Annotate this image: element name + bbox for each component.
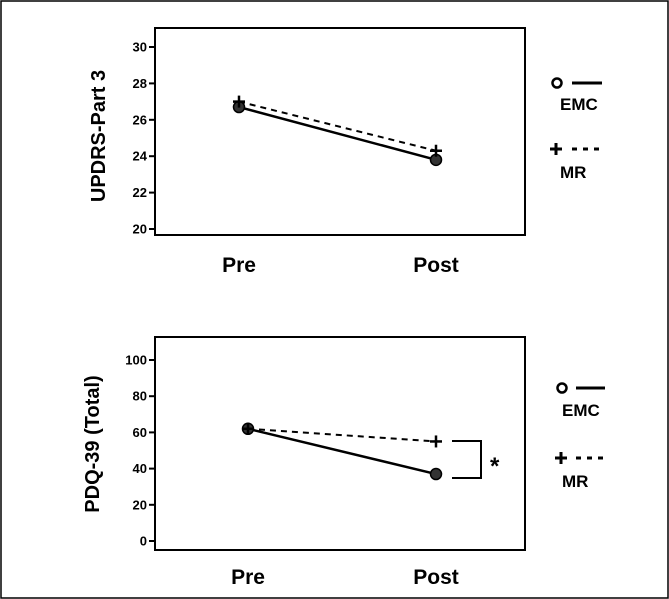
y-tick-label: 30 [133,40,147,55]
series-line-emc [238,105,437,162]
x-tick-label-post: Post [413,254,459,277]
plot-frame [154,336,526,551]
series-line-mr [238,100,437,152]
x-tick-label-post: Post [413,566,459,589]
series-line-emc [247,427,437,476]
point-mr [430,144,442,157]
y-tick-label: 24 [133,149,148,164]
y-tick-label: 40 [133,461,147,476]
y-axis-label: UPDRS-Part 3 [88,70,110,202]
y-tick-label: 20 [133,222,147,237]
legend-emc-label: EMC [560,95,598,114]
legend-mr-marker [550,143,562,155]
x-tick-label-pre: Pre [222,254,256,277]
legend-mr-label: MR [560,163,586,182]
series-line-mr [247,427,437,443]
y-tick-label: 0 [140,534,147,549]
legend-mr-label: MR [562,472,588,491]
x-tick-label-pre: Pre [231,566,265,589]
point-emc [429,467,443,481]
series-lines [238,100,437,162]
y-tick-label: 100 [125,353,147,368]
point-mr [242,422,254,435]
series-lines [247,427,437,476]
y-axis-ticks: 0 20 40 60 80 100 [125,353,155,549]
point-mr [430,435,442,448]
point-mr [233,95,245,108]
y-tick-label: 26 [133,112,147,127]
y-tick-label: 60 [133,425,147,440]
legend-mr-marker [555,452,567,464]
y-axis-ticks: 20 22 24 26 28 30 [133,40,155,237]
legend: EMC MR [550,77,602,182]
significance-star: * [490,453,500,480]
plot-frame [154,27,526,236]
significance-bracket [452,440,482,479]
y-tick-label: 22 [133,185,147,200]
y-tick-label: 28 [133,76,147,91]
panel-updrs: 20 22 24 26 28 30 Pre Post UPDRS-Part 3 EMC M… [88,27,602,277]
legend: EMC MR [555,382,605,491]
y-axis-label: PDQ-39 (Total) [82,375,104,512]
panel-pdq39: 0 20 40 60 80 100 Pre Post PDQ-39 (Total) * E… [82,336,605,589]
legend-emc-marker [556,382,568,394]
series-markers [232,95,443,167]
y-tick-label: 20 [133,497,147,512]
y-tick-label: 80 [133,389,147,404]
legend-emc-label: EMC [562,401,600,420]
series-markers [241,422,443,481]
legend-emc-marker [551,77,563,89]
